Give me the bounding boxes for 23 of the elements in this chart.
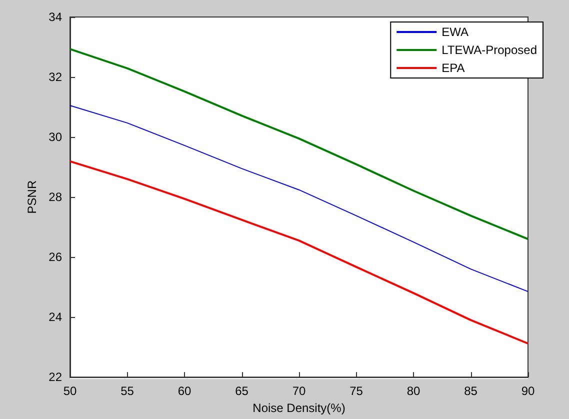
y-tick-label: 28 — [48, 190, 62, 204]
legend-label: LTEWA-Proposed — [442, 43, 538, 57]
x-tick-label: 90 — [521, 384, 535, 398]
x-tick-label: 75 — [350, 384, 364, 398]
line-series — [70, 105, 528, 292]
x-tick-label: 80 — [406, 384, 420, 398]
x-tick-label: 70 — [292, 384, 306, 398]
y-tick-label: 32 — [48, 70, 62, 84]
x-axis-title: Noise Density(%) — [252, 401, 346, 415]
y-axis-title: PSNR — [24, 180, 39, 214]
x-tick-label: 60 — [178, 384, 192, 398]
y-tick-label: 34 — [48, 10, 62, 24]
line-series — [69, 160, 529, 344]
legend-label: EPA — [442, 61, 465, 75]
y-tick-label: 26 — [48, 250, 62, 264]
legend-label: EWA — [442, 25, 469, 39]
x-tick-label: 55 — [120, 384, 134, 398]
x-tick-label: 65 — [235, 384, 249, 398]
y-tick-label: 30 — [48, 130, 62, 144]
y-tick-label: 24 — [48, 310, 62, 324]
y-tick-label: 22 — [48, 370, 62, 384]
x-tick-label: 50 — [63, 384, 77, 398]
x-tick-label: 85 — [464, 384, 478, 398]
